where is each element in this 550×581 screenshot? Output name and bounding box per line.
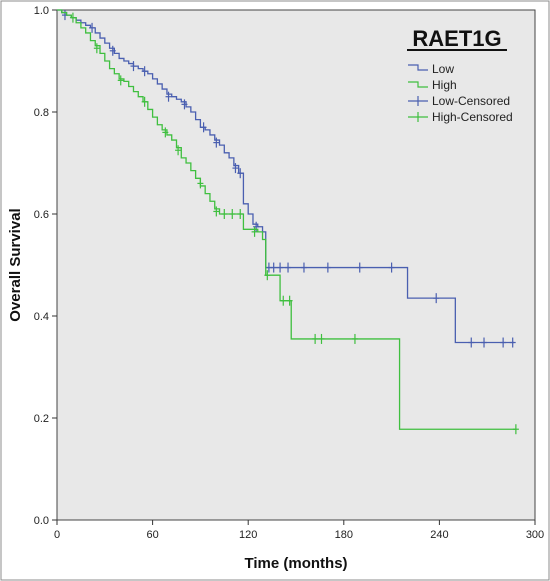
y-tick-label: 0.0 (34, 515, 49, 527)
censor-mark-low (468, 337, 475, 348)
censor-mark-low (232, 163, 239, 174)
censor-mark-low (277, 262, 284, 273)
censor-mark-low (285, 262, 292, 273)
chart-title: RAET1G (412, 26, 501, 51)
censor-mark-high (512, 424, 519, 435)
x-tick-label: 240 (430, 529, 448, 541)
legend-item-low-censored: Low-Censored (408, 94, 510, 108)
y-tick-label: 1.0 (34, 5, 49, 17)
censor-mark-low (200, 122, 207, 133)
censor-mark-high (312, 333, 319, 344)
censor-mark-low (388, 262, 395, 273)
legend-low-label: Low (432, 62, 454, 76)
x-tick-label: 180 (335, 529, 353, 541)
y-tick-label: 0.2 (34, 413, 49, 425)
censor-mark-high (213, 206, 220, 217)
censor-mark-high (264, 270, 271, 281)
legend-item-high-censored: High-Censored (408, 110, 513, 124)
censor-mark-low (141, 66, 148, 77)
censor-mark-low (500, 337, 507, 348)
censor-mark-low (237, 168, 244, 179)
censor-mark-high (141, 96, 148, 107)
x-tick-label: 60 (146, 529, 158, 541)
legend: Low High Low-Censored High-Censored (408, 62, 513, 124)
censor-mark-high (351, 333, 358, 344)
censor-mark-high (237, 209, 244, 219)
censor-mark-low (89, 22, 96, 33)
series-line-high (57, 9, 516, 430)
censor-mark-low (165, 91, 172, 102)
censor-mark-low (109, 45, 116, 56)
censor-mark-low (130, 61, 137, 72)
censor-mark-low (213, 137, 220, 148)
censor-mark-high (69, 12, 76, 23)
censor-mark-low (181, 99, 188, 110)
legend-low-line-icon (408, 64, 428, 71)
series-layer (57, 9, 519, 435)
censor-mark-high (318, 333, 325, 344)
censor-mark-high (93, 43, 100, 54)
legend-item-low: Low (408, 62, 454, 76)
plot-area (56, 9, 536, 521)
x-axis-title: Time (months) (244, 555, 347, 572)
x-tick-label: 0 (54, 529, 60, 541)
x-tick-label: 120 (239, 529, 257, 541)
censor-mark-low (253, 221, 260, 232)
censor-mark-high (251, 226, 258, 237)
x-tick-label: 300 (526, 529, 544, 541)
censor-mark-low (509, 337, 516, 348)
censor-mark-low (300, 262, 307, 273)
censor-mark-low (433, 293, 440, 304)
y-axis-ticks: 0.0 0.2 0.4 0.6 0.8 1.0 (34, 5, 57, 527)
censor-mark-low (270, 262, 277, 273)
censor-mark-high (286, 295, 293, 306)
censor-mark-high (175, 145, 182, 156)
legend-item-high: High (408, 78, 457, 92)
y-tick-label: 0.4 (34, 311, 49, 323)
y-tick-label: 0.8 (34, 107, 49, 119)
legend-high-label: High (432, 78, 457, 92)
legend-high-censored-label: High-Censored (432, 110, 513, 124)
censor-mark-high (197, 178, 204, 189)
censor-mark-high (221, 209, 228, 219)
censor-mark-low (324, 262, 331, 273)
censor-mark-high (117, 75, 124, 86)
y-axis-title: Overall Survival (7, 208, 24, 321)
x-axis-ticks: 0 60 120 180 240 300 (54, 520, 544, 541)
censor-mark-high (162, 127, 169, 138)
censor-mark-low (356, 262, 363, 273)
legend-low-censored-label: Low-Censored (432, 94, 510, 108)
legend-high-line-icon (408, 81, 428, 88)
censor-mark-high (280, 295, 287, 306)
censor-mark-low (481, 337, 488, 348)
y-tick-label: 0.6 (34, 209, 49, 221)
series-line-low (57, 9, 515, 344)
censor-mark-high (229, 209, 236, 219)
